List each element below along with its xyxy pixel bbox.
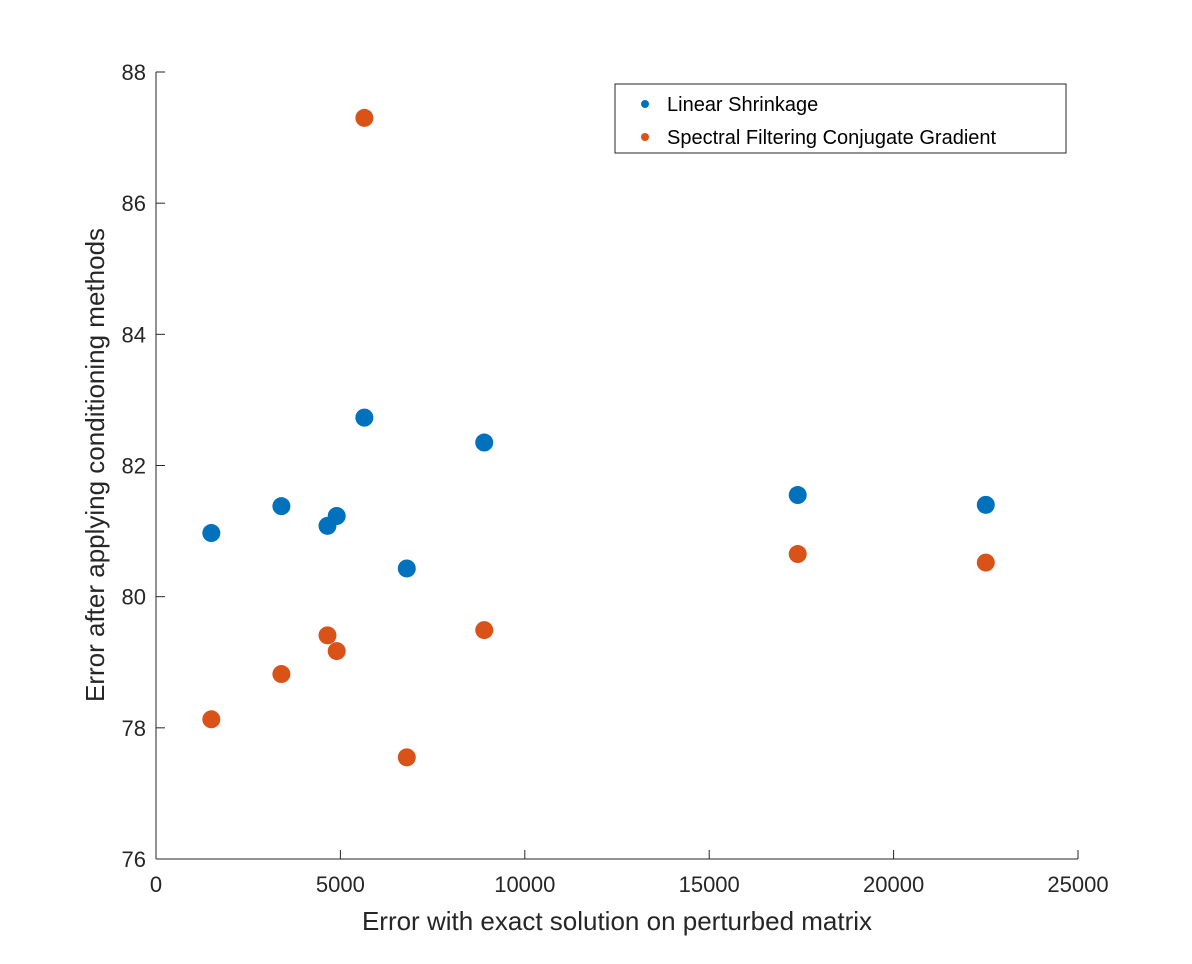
y-tick-label: 80 [122, 585, 146, 610]
x-tick-label: 15000 [679, 872, 740, 897]
legend-label: Linear Shrinkage [667, 94, 818, 116]
legend-marker [641, 133, 649, 141]
scatter-point-series-1 [397, 748, 416, 767]
y-axis-label: Error after applying conditioning method… [80, 228, 110, 702]
scatter-point-series-0 [355, 408, 374, 427]
scatter-point-series-1 [327, 642, 346, 661]
legend-label: Spectral Filtering Conjugate Gradient [667, 127, 997, 149]
legend-marker [641, 100, 649, 108]
scatter-point-series-0 [327, 506, 346, 525]
scatter-point-series-0 [475, 433, 494, 452]
scatter-point-series-0 [202, 524, 221, 543]
scatter-point-series-1 [976, 553, 995, 572]
y-tick-label: 88 [122, 60, 146, 85]
scatter-point-series-1 [272, 665, 291, 684]
data-points [202, 108, 995, 767]
scatter-point-series-1 [355, 108, 374, 127]
y-tick-label: 84 [122, 322, 146, 347]
legend-box [614, 83, 1067, 154]
scatter-point-series-0 [397, 559, 416, 578]
scatter-point-series-0 [788, 486, 807, 505]
scatter-point-series-1 [318, 626, 337, 645]
x-axis-label: Error with exact solution on perturbed m… [362, 906, 872, 936]
x-tick-label: 25000 [1047, 872, 1108, 897]
y-tick-label: 76 [122, 847, 146, 872]
scatter-point-series-0 [272, 497, 291, 516]
x-tick-label: 20000 [863, 872, 924, 897]
scatter-point-series-1 [202, 710, 221, 729]
legend: Linear Shrinkage Spectral Filtering Conju… [614, 83, 1067, 154]
scatter-point-series-0 [976, 495, 995, 514]
y-tick-label: 78 [122, 716, 146, 741]
y-tick-label: 86 [122, 191, 146, 216]
x-tick-label: 0 [150, 872, 162, 897]
x-tick-label: 5000 [316, 872, 365, 897]
x-tick-label: 10000 [494, 872, 555, 897]
scatter-point-series-1 [475, 621, 494, 640]
y-tick-label: 82 [122, 454, 146, 479]
scatter-point-series-1 [788, 545, 807, 564]
axes: 0 5000 10000 15000 20000 25000 76 78 80 82 84 86 88 [122, 60, 1109, 897]
